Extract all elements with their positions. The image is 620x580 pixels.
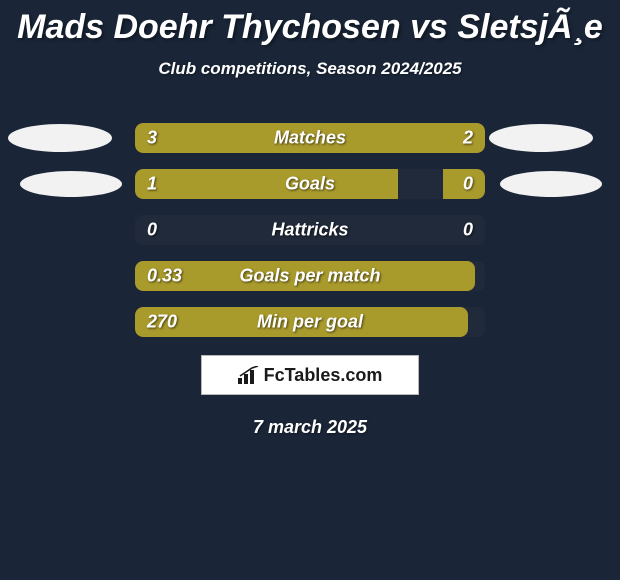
player2-ellipse — [489, 124, 593, 152]
stat-label: Goals — [285, 174, 335, 195]
stat-value-left: 0 — [147, 220, 157, 241]
stats-container: Matches 3 2 Goals 1 0 Hattricks 0 0 Goals per mat… — [0, 115, 620, 345]
stat-value-left: 1 — [147, 174, 157, 195]
player2-ellipse — [500, 171, 602, 197]
stat-bar-track: Matches 3 2 — [135, 123, 485, 153]
subtitle: Club competitions, Season 2024/2025 — [0, 59, 620, 79]
date-text: 7 march 2025 — [0, 417, 620, 438]
stat-bar-track: Goals 1 0 — [135, 169, 485, 199]
stat-bar-track: Min per goal 270 — [135, 307, 485, 337]
stat-label: Matches — [274, 128, 346, 149]
stat-value-right: 0 — [463, 174, 473, 195]
brand-text: FcTables.com — [264, 365, 383, 386]
stat-value-left: 270 — [147, 312, 177, 333]
stat-value-right: 2 — [463, 128, 473, 149]
chart-icon — [238, 366, 260, 384]
player1-ellipse — [20, 171, 122, 197]
stat-bar-left — [135, 169, 398, 199]
player1-ellipse — [8, 124, 112, 152]
stat-value-right: 0 — [463, 220, 473, 241]
stat-label: Hattricks — [271, 220, 348, 241]
page-title: Mads Doehr Thychosen vs SletsjÃ¸e — [0, 0, 620, 47]
stat-row: Hattricks 0 0 — [0, 207, 620, 253]
stat-bar-track: Goals per match 0.33 — [135, 261, 485, 291]
stat-value-left: 3 — [147, 128, 157, 149]
stat-row: Goals per match 0.33 — [0, 253, 620, 299]
stat-row: Min per goal 270 — [0, 299, 620, 345]
stat-label: Min per goal — [257, 312, 363, 333]
stat-bar-track: Hattricks 0 0 — [135, 215, 485, 245]
brand-box: FcTables.com — [201, 355, 419, 395]
stat-value-left: 0.33 — [147, 266, 182, 287]
stat-label: Goals per match — [239, 266, 380, 287]
